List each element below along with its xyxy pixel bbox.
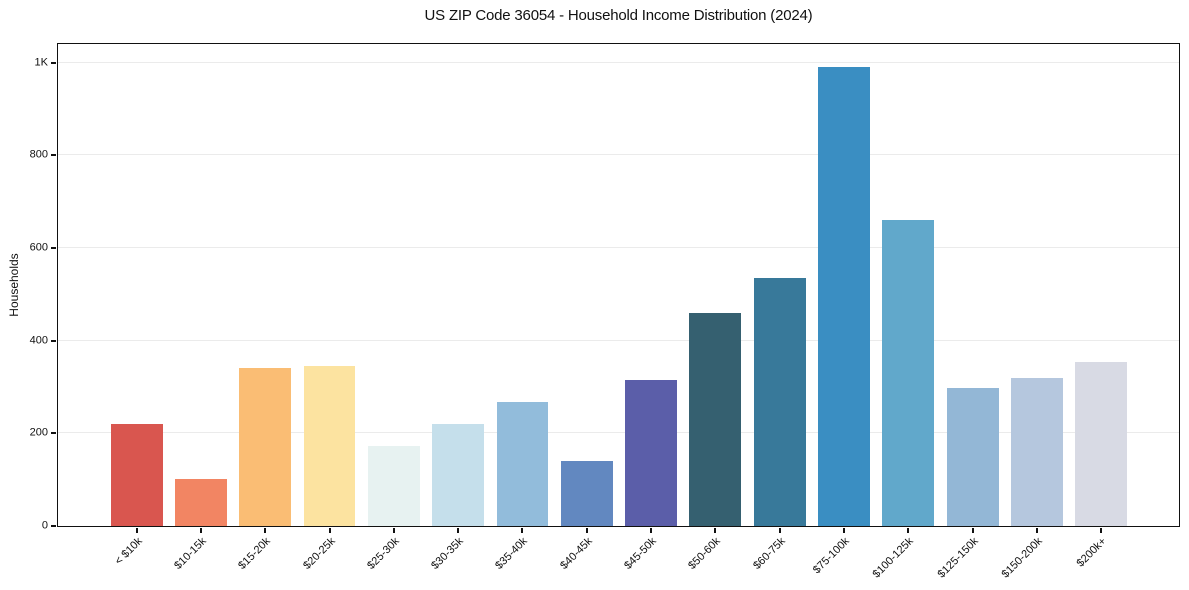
- x-tick-mark: [778, 528, 781, 533]
- y-tick-label: 800: [29, 148, 48, 161]
- x-tick-label: $150-200k: [999, 535, 1045, 581]
- x-tick-label: $50-60k: [686, 535, 724, 572]
- x-tick-mark: [971, 528, 974, 533]
- x-tick-label: $100-125k: [870, 535, 917, 581]
- plot-area: 0 200 400 600 800 1K < $10k $10-15k $15-20k $20-2…: [30, 43, 1180, 581]
- bar: [496, 401, 549, 526]
- x-tick-label: $15-20k: [236, 535, 273, 572]
- x-tick-mark: [199, 528, 202, 533]
- x-tick-label: $60-75k: [750, 535, 788, 572]
- bar: [689, 312, 742, 526]
- bar: [367, 446, 420, 526]
- x-tick-label: $10-15k: [172, 535, 209, 572]
- y-tick-label: 1K: [34, 56, 48, 69]
- bar: [303, 366, 356, 526]
- x-tick-mark: [457, 528, 460, 533]
- x-tick-mark: [135, 528, 138, 533]
- y-tick-label: 600: [29, 241, 48, 254]
- y-axis-title: Households: [7, 253, 21, 317]
- chart-title: US ZIP Code 36054 - Household Income Dis…: [424, 7, 813, 24]
- bar: [174, 478, 227, 526]
- y-tick-label: 0: [41, 519, 48, 532]
- x-tick-label: $25-30k: [365, 535, 402, 572]
- bar: [753, 277, 806, 526]
- bar: [1010, 377, 1063, 526]
- y-tick-mark: [51, 525, 56, 527]
- bar: [560, 461, 613, 526]
- bar: [432, 423, 485, 526]
- x-tick-label: $20-25k: [300, 535, 338, 572]
- y-tick-label: 200: [29, 426, 48, 439]
- gridline: [58, 432, 1179, 434]
- bar: [882, 220, 935, 526]
- x-tick-label: $40-45k: [557, 535, 595, 572]
- bar: [239, 367, 292, 526]
- x-tick-mark: [392, 528, 395, 533]
- bar: [625, 380, 678, 526]
- x-tick-mark: [328, 528, 331, 533]
- bar: [818, 67, 870, 526]
- x-tick-label: $30-35k: [429, 535, 466, 572]
- x-tick-mark: [521, 528, 524, 533]
- y-tick-mark: [51, 339, 56, 342]
- x-tick-label: $35-40k: [493, 535, 531, 572]
- gridline: [58, 61, 1179, 63]
- x-tick-mark: [1035, 528, 1038, 533]
- y-tick-mark: [51, 432, 56, 435]
- x-tick-mark: [907, 528, 910, 533]
- x-tick-label: < $10k: [112, 535, 145, 568]
- x-tick-mark: [650, 528, 653, 533]
- x-tick-mark: [714, 528, 717, 533]
- x-tick-label: $200k+: [1074, 535, 1110, 570]
- x-tick-mark: [843, 528, 845, 533]
- x-tick-label: $75-100k: [810, 535, 852, 577]
- y-tick-label: 400: [29, 334, 48, 347]
- bar: [1075, 361, 1128, 526]
- bar: [110, 423, 163, 526]
- gridline: [58, 246, 1179, 248]
- y-tick-mark: [51, 61, 56, 64]
- gridline: [58, 154, 1179, 156]
- x-tick-label: $125-150k: [935, 535, 981, 581]
- bar: [946, 387, 999, 526]
- x-tick-mark: [1100, 528, 1103, 533]
- y-tick-mark: [51, 154, 56, 157]
- x-tick-mark: [264, 528, 267, 533]
- gridline: [58, 339, 1179, 341]
- x-tick-label: $45-50k: [622, 535, 659, 572]
- y-tick-mark: [51, 246, 56, 249]
- x-tick-mark: [585, 528, 588, 533]
